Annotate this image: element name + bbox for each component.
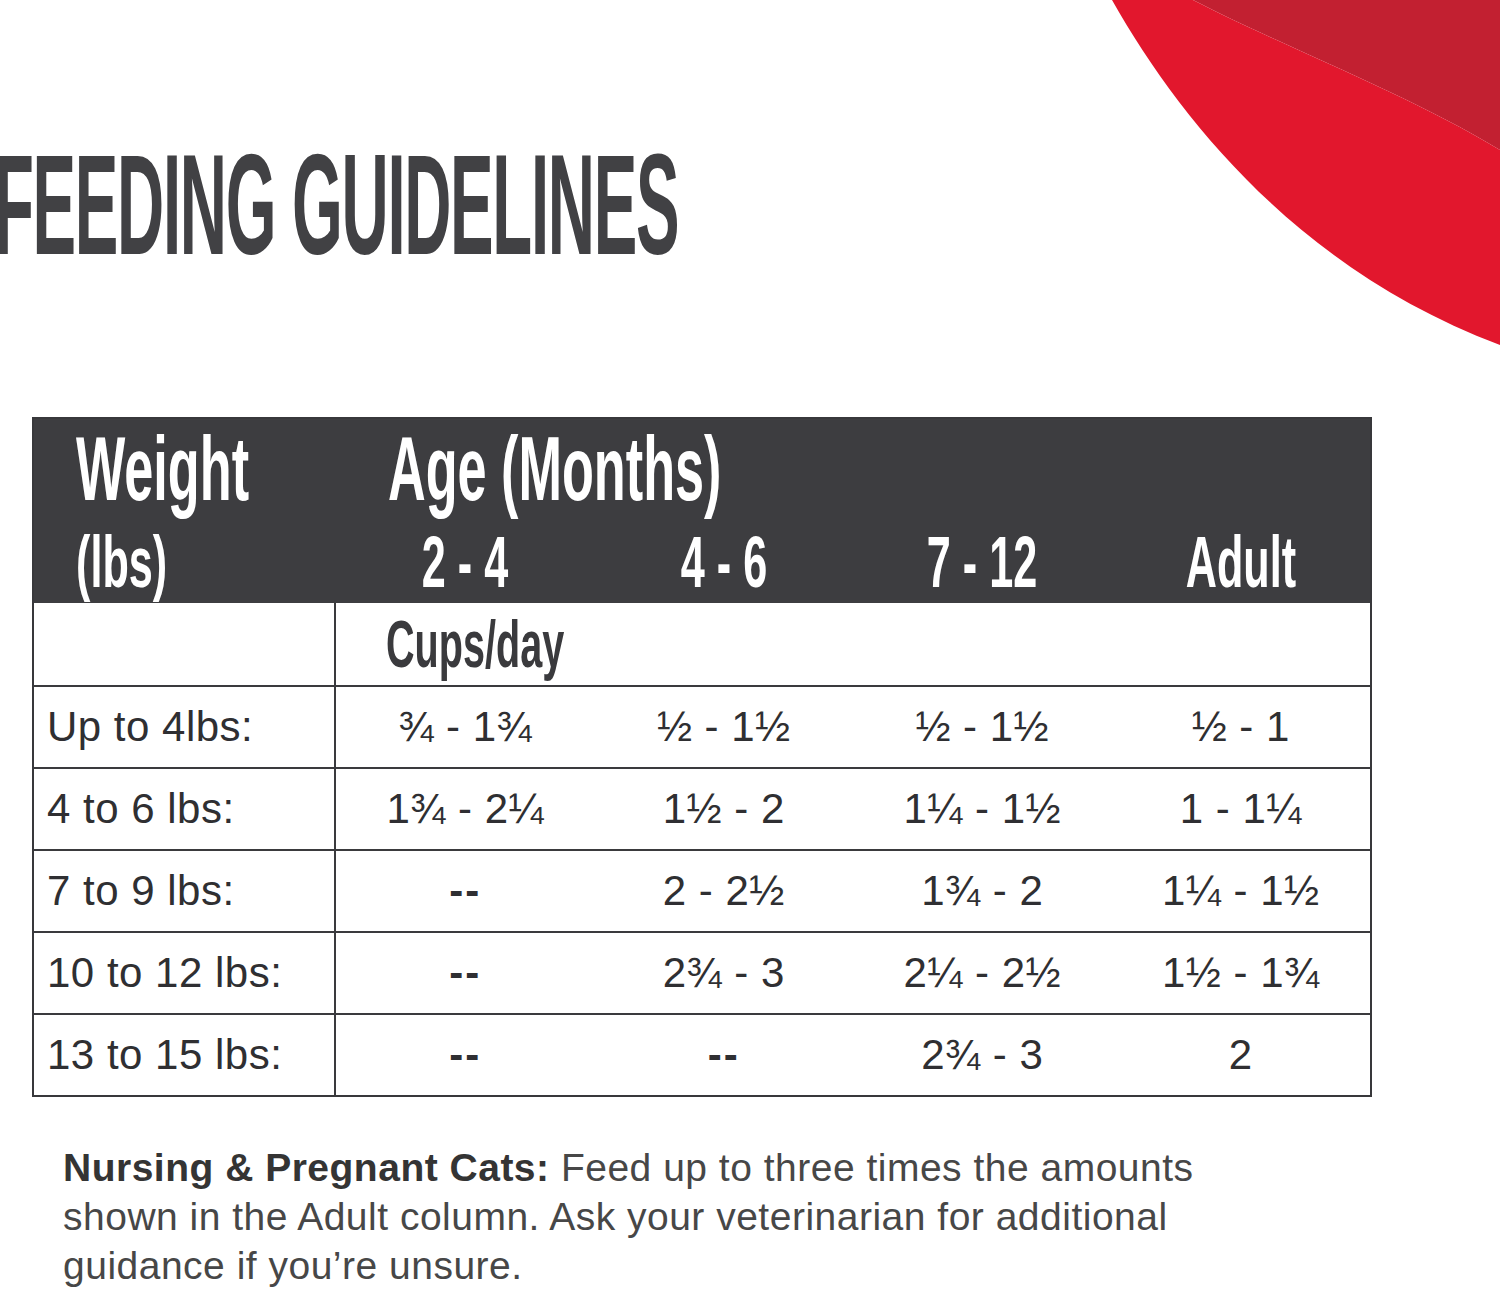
row-value: --	[336, 851, 595, 931]
table-row: 10 to 12 lbs: -- 2¾ - 3 2¼ - 2½ 1½ - 1¾	[34, 931, 1370, 1013]
col-header-4-6: 4 - 6	[595, 520, 854, 603]
weight-header: Weight	[34, 419, 336, 520]
age-months-header: Age (Months)	[336, 419, 1370, 520]
row-label: Up to 4lbs:	[34, 687, 336, 767]
note-line-3: guidance if you’re unsure.	[63, 1241, 1423, 1290]
table-row: 4 to 6 lbs: 1¾ - 2¼ 1½ - 2 1¼ - 1½ 1 - 1…	[34, 767, 1370, 849]
row-value: ½ - 1½	[595, 687, 854, 767]
row-value: 1 - 1¼	[1112, 769, 1371, 849]
row-label: 7 to 9 lbs:	[34, 851, 336, 931]
row-value: 1½ - 1¾	[1112, 933, 1371, 1013]
row-value: 1½ - 2	[595, 769, 854, 849]
note-line-2: shown in the Adult column. Ask your vete…	[63, 1192, 1423, 1241]
cups-per-day-row: Cups/day	[34, 603, 1370, 685]
table-body: Cups/day Up to 4lbs: ¾ - 1¾ ½ - 1½ ½ - 1…	[34, 603, 1370, 1095]
row-value: 1¼ - 1½	[853, 769, 1112, 849]
note-line-1: Nursing & Pregnant Cats: Feed up to thre…	[63, 1143, 1423, 1192]
table-row: 13 to 15 lbs: -- -- 2¾ - 3 2	[34, 1013, 1370, 1095]
row-value: ½ - 1	[1112, 687, 1371, 767]
row-label: 4 to 6 lbs:	[34, 769, 336, 849]
note-line-1-rest: Feed up to three times the amounts	[561, 1146, 1194, 1189]
row-value: ¾ - 1¾	[336, 687, 595, 767]
note-bold-lead: Nursing & Pregnant Cats:	[63, 1146, 550, 1189]
row-value: 2¾ - 3	[853, 1015, 1112, 1095]
empty-cell	[34, 603, 336, 685]
table-row: Up to 4lbs: ¾ - 1¾ ½ - 1½ ½ - 1½ ½ - 1	[34, 685, 1370, 767]
row-value: --	[336, 1015, 595, 1095]
weight-unit-header: (lbs)	[34, 520, 336, 603]
row-value: 1¾ - 2¼	[336, 769, 595, 849]
page-title: FEEDING GUIDELINES	[0, 134, 1481, 276]
row-value: 2¾ - 3	[595, 933, 854, 1013]
table-row: 7 to 9 lbs: -- 2 - 2½ 1¾ - 2 1¼ - 1½	[34, 849, 1370, 931]
row-value: 1¼ - 1½	[1112, 851, 1371, 931]
row-value: 2	[1112, 1015, 1371, 1095]
feeding-guidelines-table: Weight Age (Months) (lbs) 2 - 4 4 - 6 7 …	[32, 417, 1372, 1097]
row-value: --	[595, 1015, 854, 1095]
feeding-note: Nursing & Pregnant Cats: Feed up to thre…	[63, 1143, 1423, 1290]
row-value: --	[336, 933, 595, 1013]
cups-day-label: Cups/day	[336, 603, 683, 685]
col-header-adult: Adult	[1112, 520, 1371, 603]
col-header-2-4: 2 - 4	[336, 520, 595, 603]
row-label: 13 to 15 lbs:	[34, 1015, 336, 1095]
row-value: ½ - 1½	[853, 687, 1112, 767]
row-value: 1¾ - 2	[853, 851, 1112, 931]
row-label: 10 to 12 lbs:	[34, 933, 336, 1013]
row-value: 2 - 2½	[595, 851, 854, 931]
col-header-7-12: 7 - 12	[853, 520, 1112, 603]
label-canvas: FEEDING GUIDELINES Weight Age (Months) (…	[0, 0, 1500, 1292]
row-value: 2¼ - 2½	[853, 933, 1112, 1013]
table-header: Weight Age (Months) (lbs) 2 - 4 4 - 6 7 …	[34, 419, 1370, 603]
